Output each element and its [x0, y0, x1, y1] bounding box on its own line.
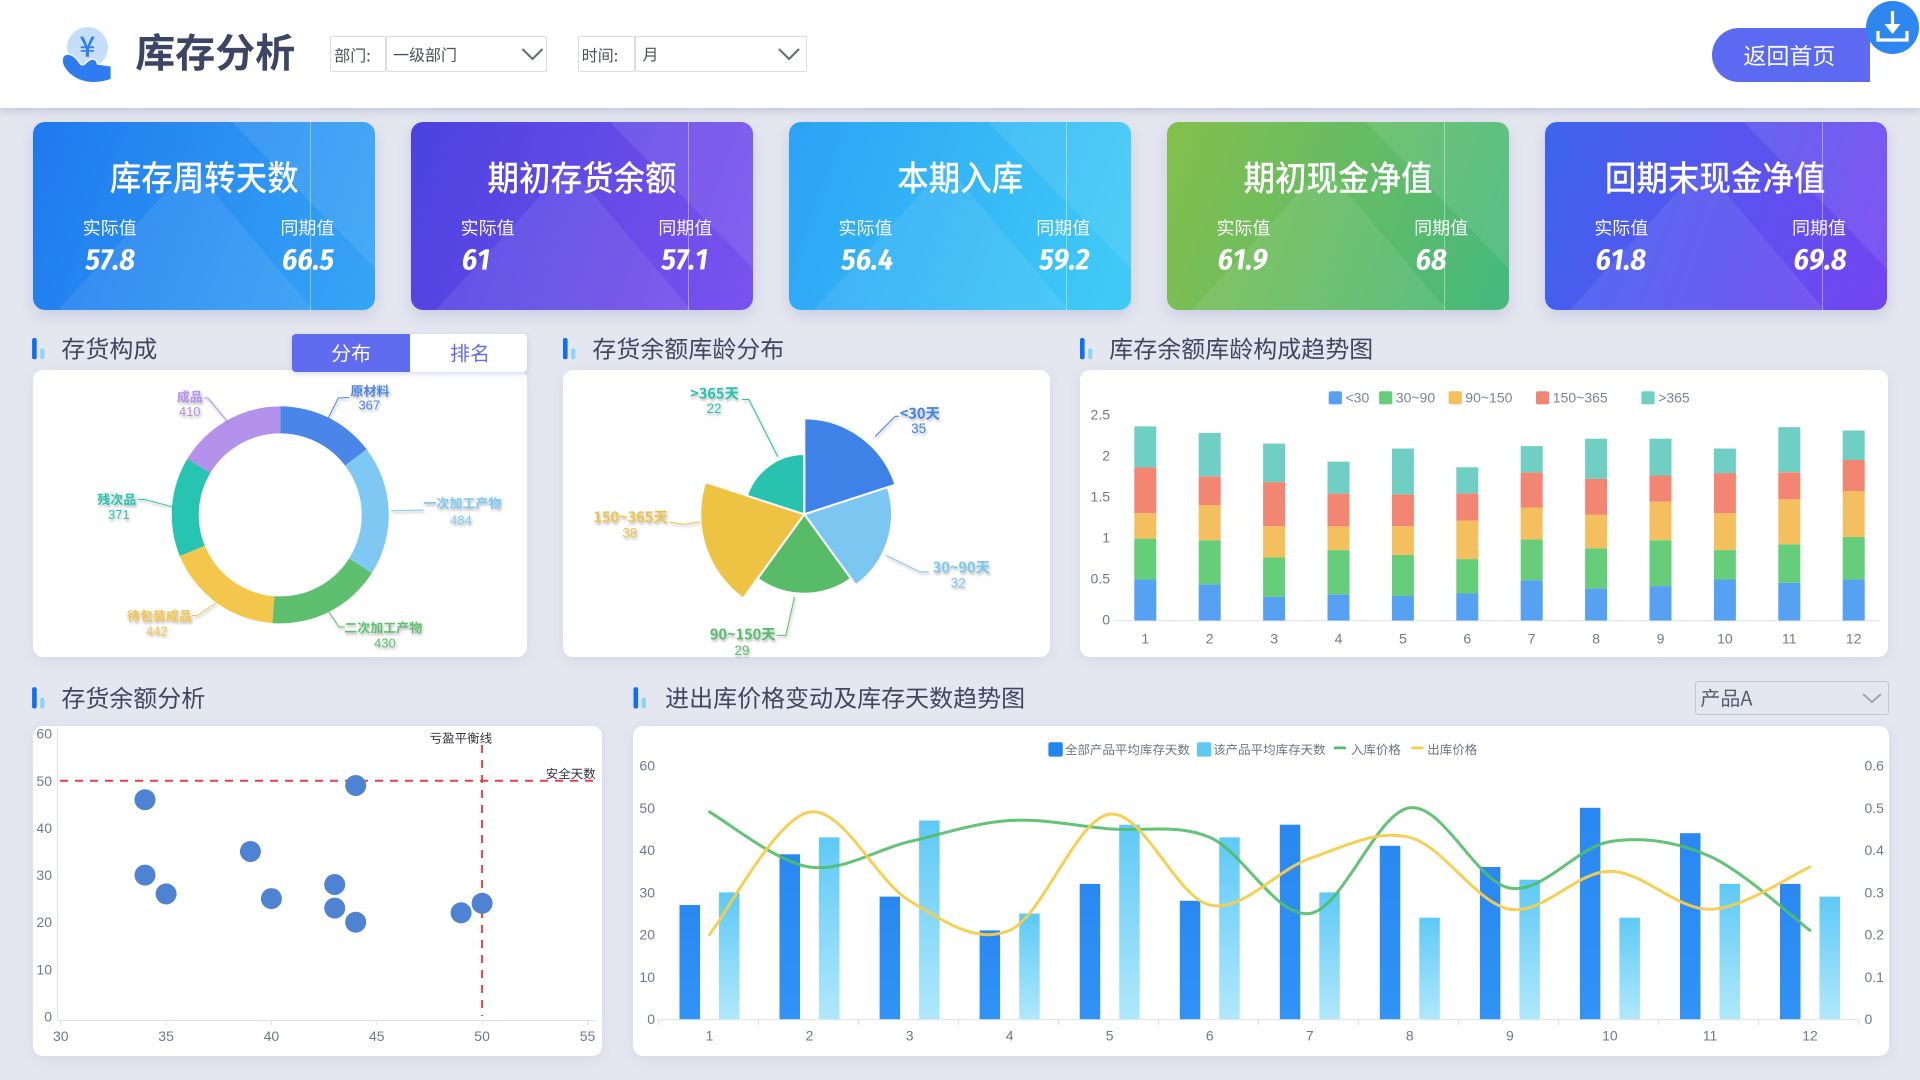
svg-text:50: 50	[474, 1028, 490, 1044]
svg-text:0.1: 0.1	[1865, 969, 1885, 985]
svg-text:4: 4	[1006, 1028, 1014, 1044]
svg-text:0.3: 0.3	[1865, 884, 1885, 900]
svg-text:2: 2	[1206, 631, 1214, 647]
svg-text:8: 8	[1406, 1028, 1414, 1044]
svg-text:40: 40	[36, 820, 52, 836]
svg-text:3: 3	[906, 1028, 914, 1044]
svg-text:442: 442	[146, 623, 168, 638]
svg-text:3: 3	[1270, 631, 1278, 647]
svg-text:371: 371	[108, 507, 130, 522]
svg-text:10: 10	[639, 969, 655, 985]
svg-text:35: 35	[158, 1028, 174, 1044]
svg-text:7: 7	[1306, 1028, 1314, 1044]
svg-text:30~90: 30~90	[1396, 390, 1436, 406]
svg-text:60: 60	[36, 726, 52, 742]
svg-text:30: 30	[639, 884, 655, 900]
svg-text:6: 6	[1463, 631, 1471, 647]
svg-text:4: 4	[1335, 631, 1343, 647]
svg-text:1: 1	[1141, 631, 1149, 647]
svg-text:30: 30	[36, 867, 52, 883]
svg-text:45: 45	[369, 1028, 385, 1044]
svg-text:410: 410	[179, 404, 201, 419]
svg-text:367: 367	[358, 398, 380, 413]
svg-text:484: 484	[450, 512, 472, 527]
svg-text:5: 5	[1106, 1028, 1114, 1044]
svg-text:22: 22	[706, 401, 721, 416]
svg-text:35: 35	[911, 421, 926, 436]
svg-text:10: 10	[36, 961, 52, 977]
svg-text:9: 9	[1506, 1028, 1514, 1044]
svg-text:0.6: 0.6	[1865, 758, 1885, 774]
svg-text:40: 40	[264, 1028, 280, 1044]
svg-text:20: 20	[639, 927, 655, 943]
svg-text:0: 0	[647, 1011, 655, 1027]
svg-text:12: 12	[1802, 1028, 1818, 1044]
svg-text:0.2: 0.2	[1865, 927, 1885, 943]
svg-text:<30: <30	[1346, 390, 1370, 406]
svg-text:20: 20	[36, 914, 52, 930]
svg-text:430: 430	[374, 636, 396, 651]
svg-text:6: 6	[1206, 1028, 1214, 1044]
svg-text:2: 2	[1102, 448, 1110, 464]
svg-text:55: 55	[580, 1028, 596, 1044]
svg-text:7: 7	[1528, 631, 1536, 647]
svg-text:11: 11	[1782, 631, 1797, 647]
svg-text:0: 0	[44, 1009, 52, 1025]
svg-text:0: 0	[1102, 611, 1110, 627]
svg-text:0.4: 0.4	[1865, 842, 1885, 858]
svg-text:0.5: 0.5	[1091, 570, 1111, 586]
svg-text:29: 29	[734, 643, 749, 658]
svg-text:8: 8	[1592, 631, 1600, 647]
svg-text:9: 9	[1657, 631, 1665, 647]
svg-text:150~365: 150~365	[1553, 390, 1608, 406]
svg-text:2: 2	[806, 1028, 814, 1044]
svg-text:0.5: 0.5	[1865, 800, 1885, 816]
svg-text:90~150: 90~150	[1465, 390, 1512, 406]
svg-text:30: 30	[53, 1028, 69, 1044]
svg-text:0: 0	[1865, 1011, 1873, 1027]
svg-text:50: 50	[639, 800, 655, 816]
svg-text:1: 1	[706, 1028, 714, 1044]
svg-text:12: 12	[1846, 631, 1862, 647]
svg-text:10: 10	[1717, 631, 1733, 647]
svg-text:1.5: 1.5	[1091, 488, 1111, 504]
svg-text:>365: >365	[1658, 390, 1690, 406]
svg-text:40: 40	[639, 842, 655, 858]
svg-text:38: 38	[622, 525, 637, 540]
svg-text:60: 60	[639, 758, 655, 774]
svg-text:10: 10	[1602, 1028, 1618, 1044]
svg-text:11: 11	[1703, 1028, 1718, 1044]
svg-text:5: 5	[1399, 631, 1407, 647]
svg-text:50: 50	[36, 773, 52, 789]
svg-text:2.5: 2.5	[1091, 407, 1111, 423]
svg-text:1: 1	[1102, 529, 1110, 545]
svg-text:32: 32	[951, 576, 966, 591]
